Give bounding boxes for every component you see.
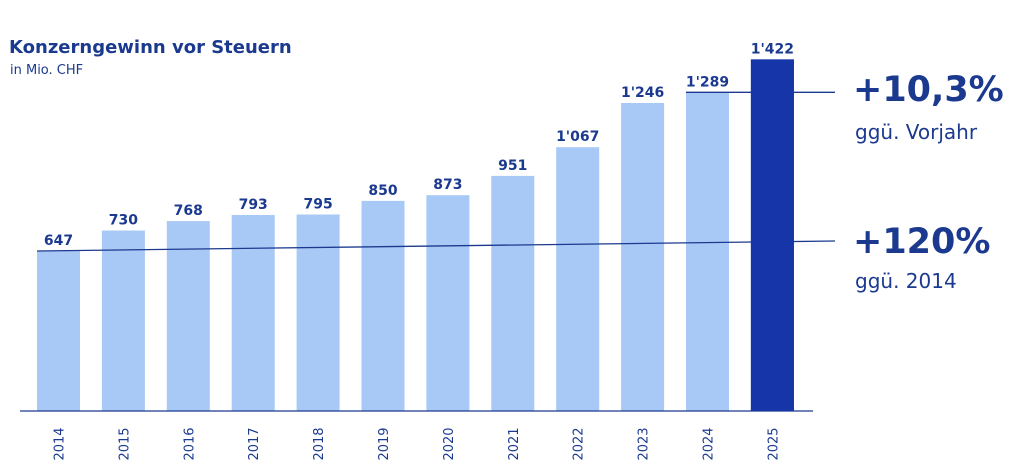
x-tick-label-2020: 2020: [442, 427, 457, 460]
highlight-bar-overlay: [750, 59, 794, 412]
x-axis-tick-labels: 2014 2015 2016 2017 2018 2019 2020 2021 2022 2023…: [53, 427, 782, 460]
chart-title: Konzerngewinn vor Steuern: [9, 37, 292, 58]
bar-2018: [296, 214, 340, 411]
x-tick-label-2024: 2024: [702, 427, 717, 460]
x-tick-label-2019: 2019: [377, 427, 392, 460]
x-tick-label-2017: 2017: [247, 427, 262, 460]
x-tick-label-2018: 2018: [312, 427, 327, 460]
bar-2014: [37, 251, 80, 411]
value-label-2022: 1'067: [556, 129, 599, 145]
annotation-value-1: +10,3%: [853, 70, 1004, 110]
annotation-value-2: +120%: [853, 222, 990, 262]
bar-2021: [491, 175, 535, 411]
annotations-layer: +10,3% ggü. Vorjahr +120% ggü. 2014: [853, 70, 1004, 293]
annotation-caption-1: ggü. Vorjahr: [855, 120, 978, 144]
x-tick-label-2025: 2025: [766, 427, 781, 460]
bar-2024: [686, 92, 729, 412]
value-label-2024: 1'289: [686, 74, 729, 90]
x-tick-label-2021: 2021: [507, 427, 522, 460]
bar-2016: [166, 221, 210, 411]
bar-2019: [361, 200, 405, 411]
value-label-2016: 768: [174, 203, 203, 219]
value-label-2023: 1'246: [621, 85, 664, 101]
x-tick-label-2015: 2015: [117, 427, 132, 460]
reference-lines-layer: [20, 59, 836, 412]
value-label-2020: 873: [433, 177, 462, 193]
x-tick-label-2023: 2023: [637, 427, 652, 460]
value-label-2021: 951: [498, 158, 527, 174]
reference-line-vs-2014: [36, 240, 836, 252]
value-label-2025: 1'422: [751, 41, 794, 57]
value-label-2015: 730: [109, 213, 138, 229]
chart-subtitle: in Mio. CHF: [10, 63, 84, 78]
value-label-2014: 647: [44, 233, 73, 249]
bar-2022: [556, 147, 600, 411]
value-label-2017: 793: [239, 197, 268, 213]
annotation-caption-2: ggü. 2014: [855, 269, 957, 293]
x-tick-label-2022: 2022: [572, 427, 587, 460]
bar-2020: [426, 195, 470, 411]
x-tick-label-2014: 2014: [53, 427, 68, 460]
bars-layer: [37, 59, 794, 412]
value-labels-layer: 647 730 768 793 795 850 873 951 1'067 1'246 1'289 1…: [44, 41, 794, 249]
bar-2017: [231, 215, 275, 411]
bar-2023: [621, 103, 665, 411]
x-tick-label-2016: 2016: [182, 427, 197, 460]
bar-2015: [101, 230, 145, 411]
value-label-2018: 795: [303, 197, 332, 213]
value-label-2019: 850: [368, 183, 397, 199]
